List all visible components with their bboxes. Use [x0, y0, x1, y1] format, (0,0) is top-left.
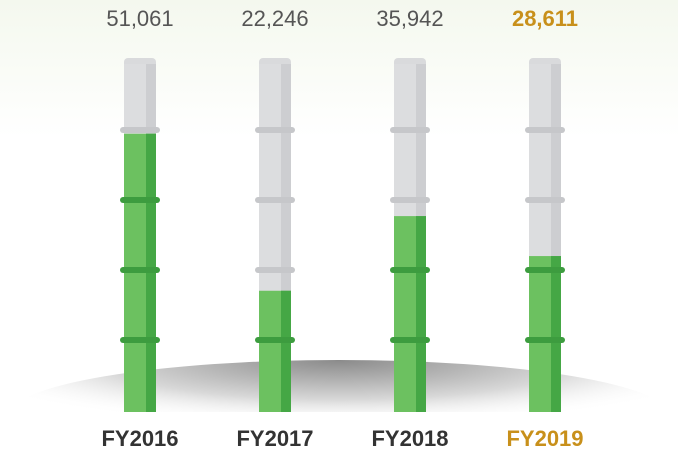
category-label: FY2019: [506, 426, 583, 451]
bar-shade: [281, 290, 291, 412]
value-label: 28,611: [512, 6, 578, 31]
joint: [255, 127, 295, 133]
category-label: FY2018: [371, 426, 448, 451]
joint: [255, 197, 295, 203]
joint: [120, 267, 160, 273]
stalk-shade: [551, 64, 561, 412]
joint: [120, 127, 160, 133]
joint: [390, 337, 430, 343]
joint: [255, 337, 295, 343]
floor: [0, 412, 678, 458]
value-label: 35,942: [376, 6, 443, 31]
category-label: FY2017: [236, 426, 313, 451]
value-label: 51,061: [106, 6, 173, 31]
category-label: FY2016: [101, 426, 178, 451]
joint: [525, 197, 565, 203]
joint: [390, 197, 430, 203]
bar-shade: [416, 216, 426, 412]
joint: [390, 267, 430, 273]
joint: [120, 197, 160, 203]
joint: [120, 337, 160, 343]
joint: [255, 267, 295, 273]
value-label: 22,246: [241, 6, 308, 31]
joint: [525, 267, 565, 273]
joint: [525, 337, 565, 343]
stalk-shade: [281, 64, 291, 412]
joint: [390, 127, 430, 133]
bar-shade: [551, 256, 561, 412]
joint: [525, 127, 565, 133]
